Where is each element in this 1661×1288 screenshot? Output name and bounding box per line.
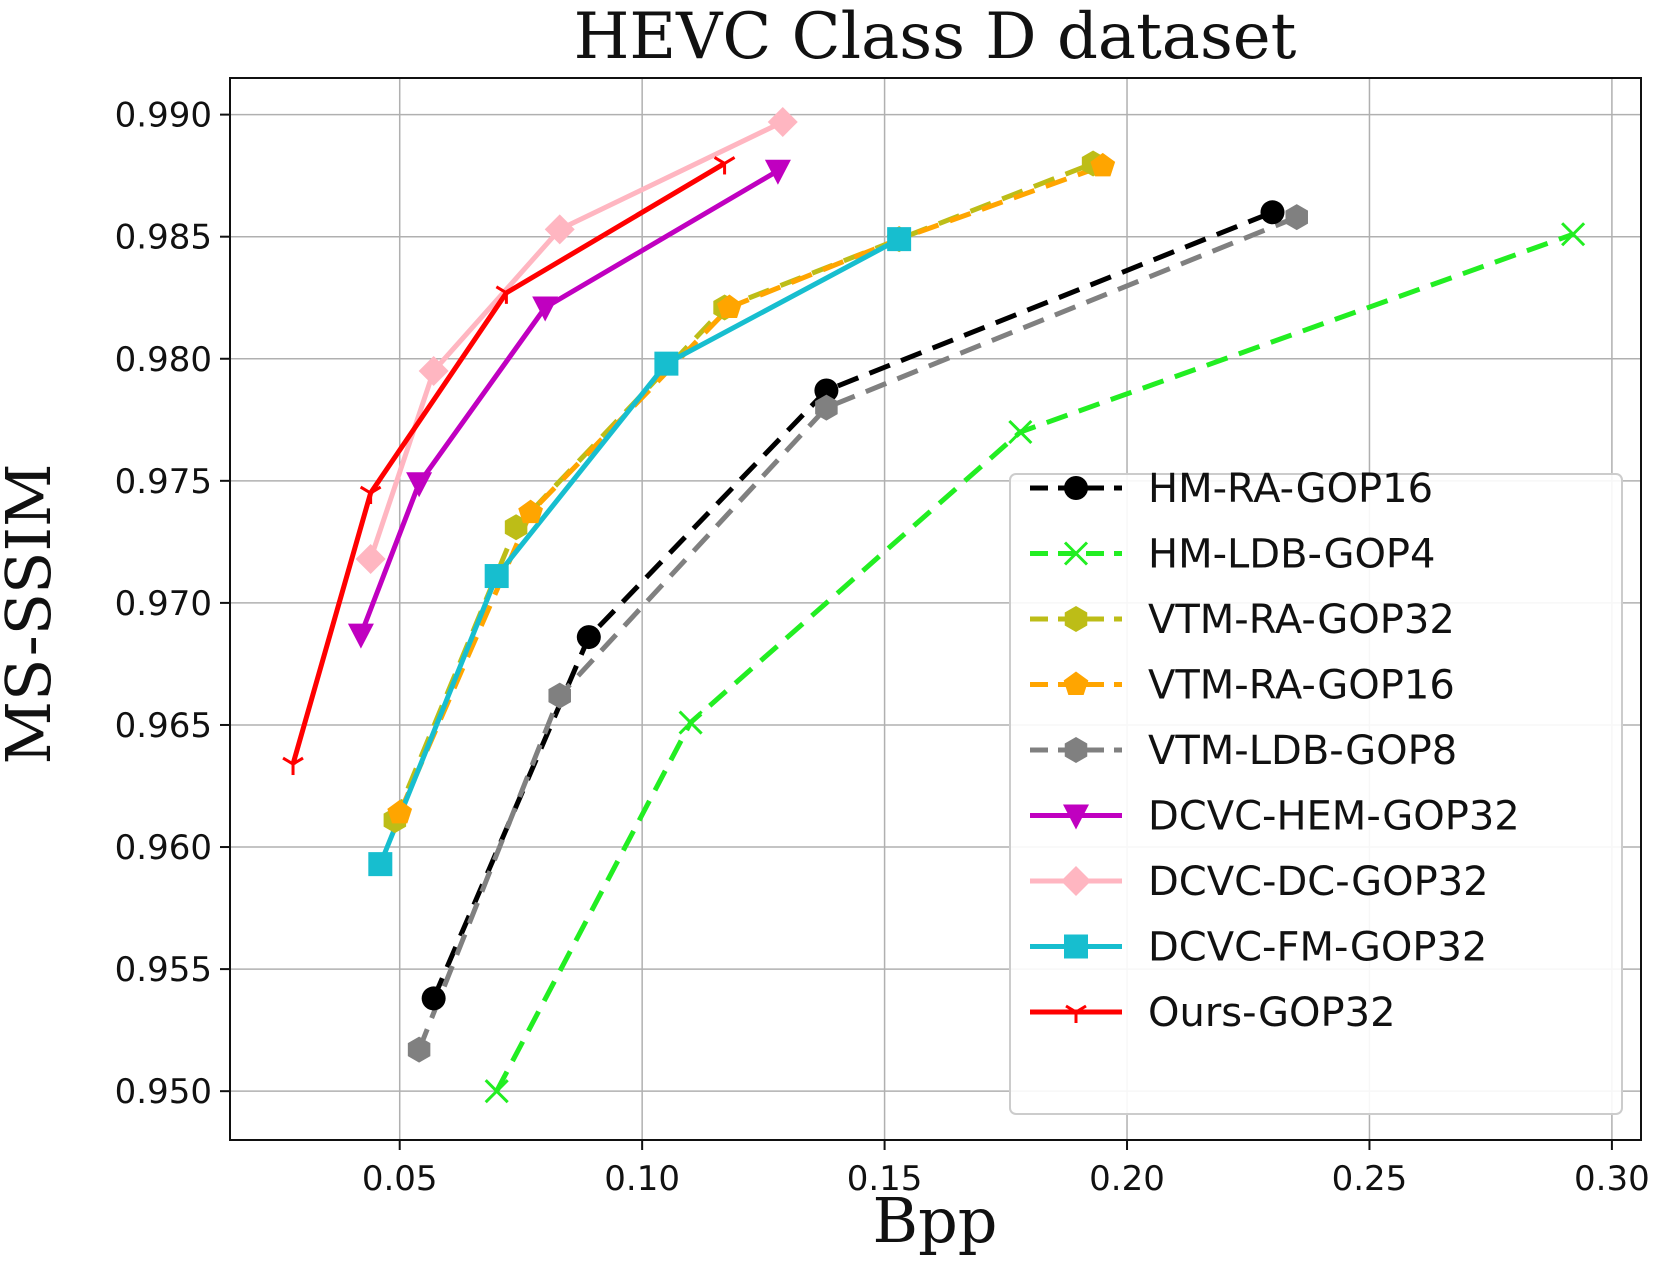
legend: HM-RA-GOP16 HM-LDB-GOP4 VTM-RA-GOP32 VTM-RA… [1009,466,1623,1115]
data-point-dcvc-fm-gop32 [887,227,912,252]
legend-label-vtm-ldb-gop8: VTM-LDB-GOP8 [1148,728,1457,774]
series-line-dcvc-hem-gop32 [358,168,780,636]
series-line-dcvc-fm-gop32 [377,236,901,866]
data-point-vtm-ldb-gop8 [548,682,571,709]
data-point-vtm-ra-gop16 [387,799,413,824]
legend-entries: HM-RA-GOP16 HM-LDB-GOP4 VTM-RA-GOP32 VTM-RA… [1030,466,1520,1036]
data-point-dcvc-hem-gop32 [406,472,433,498]
legend-item-dcvc-hem-gop32: DCVC-HEM-GOP32 [1030,794,1520,840]
data-point-dcvc-fm-gop32 [484,564,509,589]
legend-item-dcvc-fm-gop32: DCVC-FM-GOP32 [1030,925,1487,971]
chart-title: HEVC Class D dataset [574,0,1297,74]
y-tick-label: 0.975 [115,462,212,502]
series-markers [282,106,1586,1104]
data-point-dcvc-dc-gop32 [418,355,449,386]
data-point-vtm-ldb-gop8 [407,1036,431,1063]
legend-marker-hm-ldb-gop4 [1063,541,1089,566]
data-point-vtm-ldb-gop8 [1285,204,1308,231]
data-point-dcvc-hem-gop32 [532,296,559,322]
legend-marker-dcvc-fm-gop32 [1064,934,1088,959]
data-point-ours-gop32 [282,756,304,776]
legend-box [1009,473,1623,1115]
data-point-dcvc-fm-gop32 [654,351,679,376]
y-tick-label: 0.960 [115,828,212,868]
data-point-ours-gop32 [495,285,518,304]
data-point-hm-ldb-gop4 [678,710,703,735]
legend-marker-ours-gop32 [1065,1004,1087,1023]
legend-label-hm-ldb-gop4: HM-LDB-GOP4 [1148,532,1436,578]
series-line-ours-gop32 [290,161,726,765]
legend-item-dcvc-dc-gop32: DCVC-DC-GOP32 [1030,859,1489,905]
data-point-dcvc-dc-gop32 [355,543,386,574]
legend-marker-hm-ra-gop16 [1064,476,1088,500]
data-point-vtm-ldb-gop8 [815,394,838,421]
x-tick-label: 0.15 [847,1159,923,1199]
legend-item-vtm-ra-gop16: VTM-RA-GOP16 [1030,663,1455,709]
legend-marker-dcvc-hem-gop32 [1063,804,1089,830]
plot-frame [229,77,1642,1141]
data-point-dcvc-hem-gop32 [347,623,374,649]
data-point-hm-ra-gop16 [814,378,839,403]
series-line-dcvc-dc-gop32 [368,119,784,560]
data-point-vtm-ra-gop32 [504,514,528,541]
y-tick-label: 0.985 [115,218,212,258]
series-line-hm-ra-gop16 [431,209,1274,1000]
legend-item-hm-ra-gop16: HM-RA-GOP16 [1030,466,1433,512]
legend-item-ours-gop32: Ours-GOP32 [1030,990,1396,1036]
data-point-hm-ra-gop16 [421,986,446,1011]
x-tick-label: 0.10 [604,1159,680,1199]
data-point-vtm-ra-gop16 [1090,152,1116,177]
y-tick-label: 0.965 [115,706,212,746]
data-point-hm-ra-gop16 [1260,200,1285,225]
data-point-dcvc-fm-gop32 [368,852,393,877]
legend-label-ours-gop32: Ours-GOP32 [1148,990,1396,1036]
legend-item-vtm-ldb-gop8: VTM-LDB-GOP8 [1030,728,1457,774]
legend-label-vtm-ra-gop32: VTM-RA-GOP32 [1148,597,1455,643]
legend-item-vtm-ra-gop32: VTM-RA-GOP32 [1030,597,1455,643]
x-tick-label: 0.30 [1574,1159,1650,1199]
data-point-ours-gop32 [713,156,736,175]
y-tick-label: 0.990 [115,96,212,136]
y-axis-ticks: 0.950 0.955 0.960 0.965 0.970 0.975 0.980 0.985… [115,96,230,1112]
legend-label-dcvc-fm-gop32: DCVC-FM-GOP32 [1148,925,1487,971]
data-point-hm-ldb-gop4 [484,1079,509,1104]
x-axis-label: Bpp [873,1184,998,1257]
series-line-hm-ldb-gop4 [494,231,1574,1093]
legend-marker-vtm-ra-gop16 [1063,671,1089,696]
data-point-dcvc-dc-gop32 [767,106,798,137]
y-tick-label: 0.955 [115,950,212,990]
x-tick-label: 0.20 [1089,1159,1165,1199]
data-point-vtm-ra-gop16 [518,499,543,524]
data-point-dcvc-dc-gop32 [544,214,575,245]
data-point-dcvc-hem-gop32 [764,159,791,185]
series-lines [290,119,1574,1093]
data-point-hm-ldb-gop4 [1008,419,1033,445]
legend-item-hm-ldb-gop4: HM-LDB-GOP4 [1030,532,1436,578]
legend-marker-vtm-ra-gop32 [1064,606,1088,632]
legend-marker-vtm-ldb-gop8 [1064,737,1088,763]
legend-marker-dcvc-dc-gop32 [1061,866,1091,896]
legend-label-dcvc-hem-gop32: DCVC-HEM-GOP32 [1148,794,1520,840]
y-tick-label: 0.980 [115,340,212,380]
series-line-vtm-ldb-gop8 [416,214,1298,1051]
legend-label-vtm-ra-gop16: VTM-RA-GOP16 [1148,663,1455,709]
y-tick-label: 0.970 [115,584,212,624]
data-point-hm-ra-gop16 [576,625,601,650]
data-point-vtm-ra-gop16 [717,294,742,319]
y-tick-label: 0.950 [115,1072,212,1112]
y-axis-label: MS-SSIM [0,463,65,764]
x-tick-label: 0.25 [1332,1159,1408,1199]
legend-label-hm-ra-gop16: HM-RA-GOP16 [1148,466,1433,512]
legend-label-dcvc-dc-gop32: DCVC-DC-GOP32 [1148,859,1489,905]
x-axis-ticks: 0.05 0.10 0.15 0.20 0.25 0.30 [362,1140,1650,1199]
data-point-ours-gop32 [359,485,382,505]
data-point-hm-ldb-gop4 [1561,222,1586,247]
x-tick-label: 0.05 [362,1159,438,1199]
